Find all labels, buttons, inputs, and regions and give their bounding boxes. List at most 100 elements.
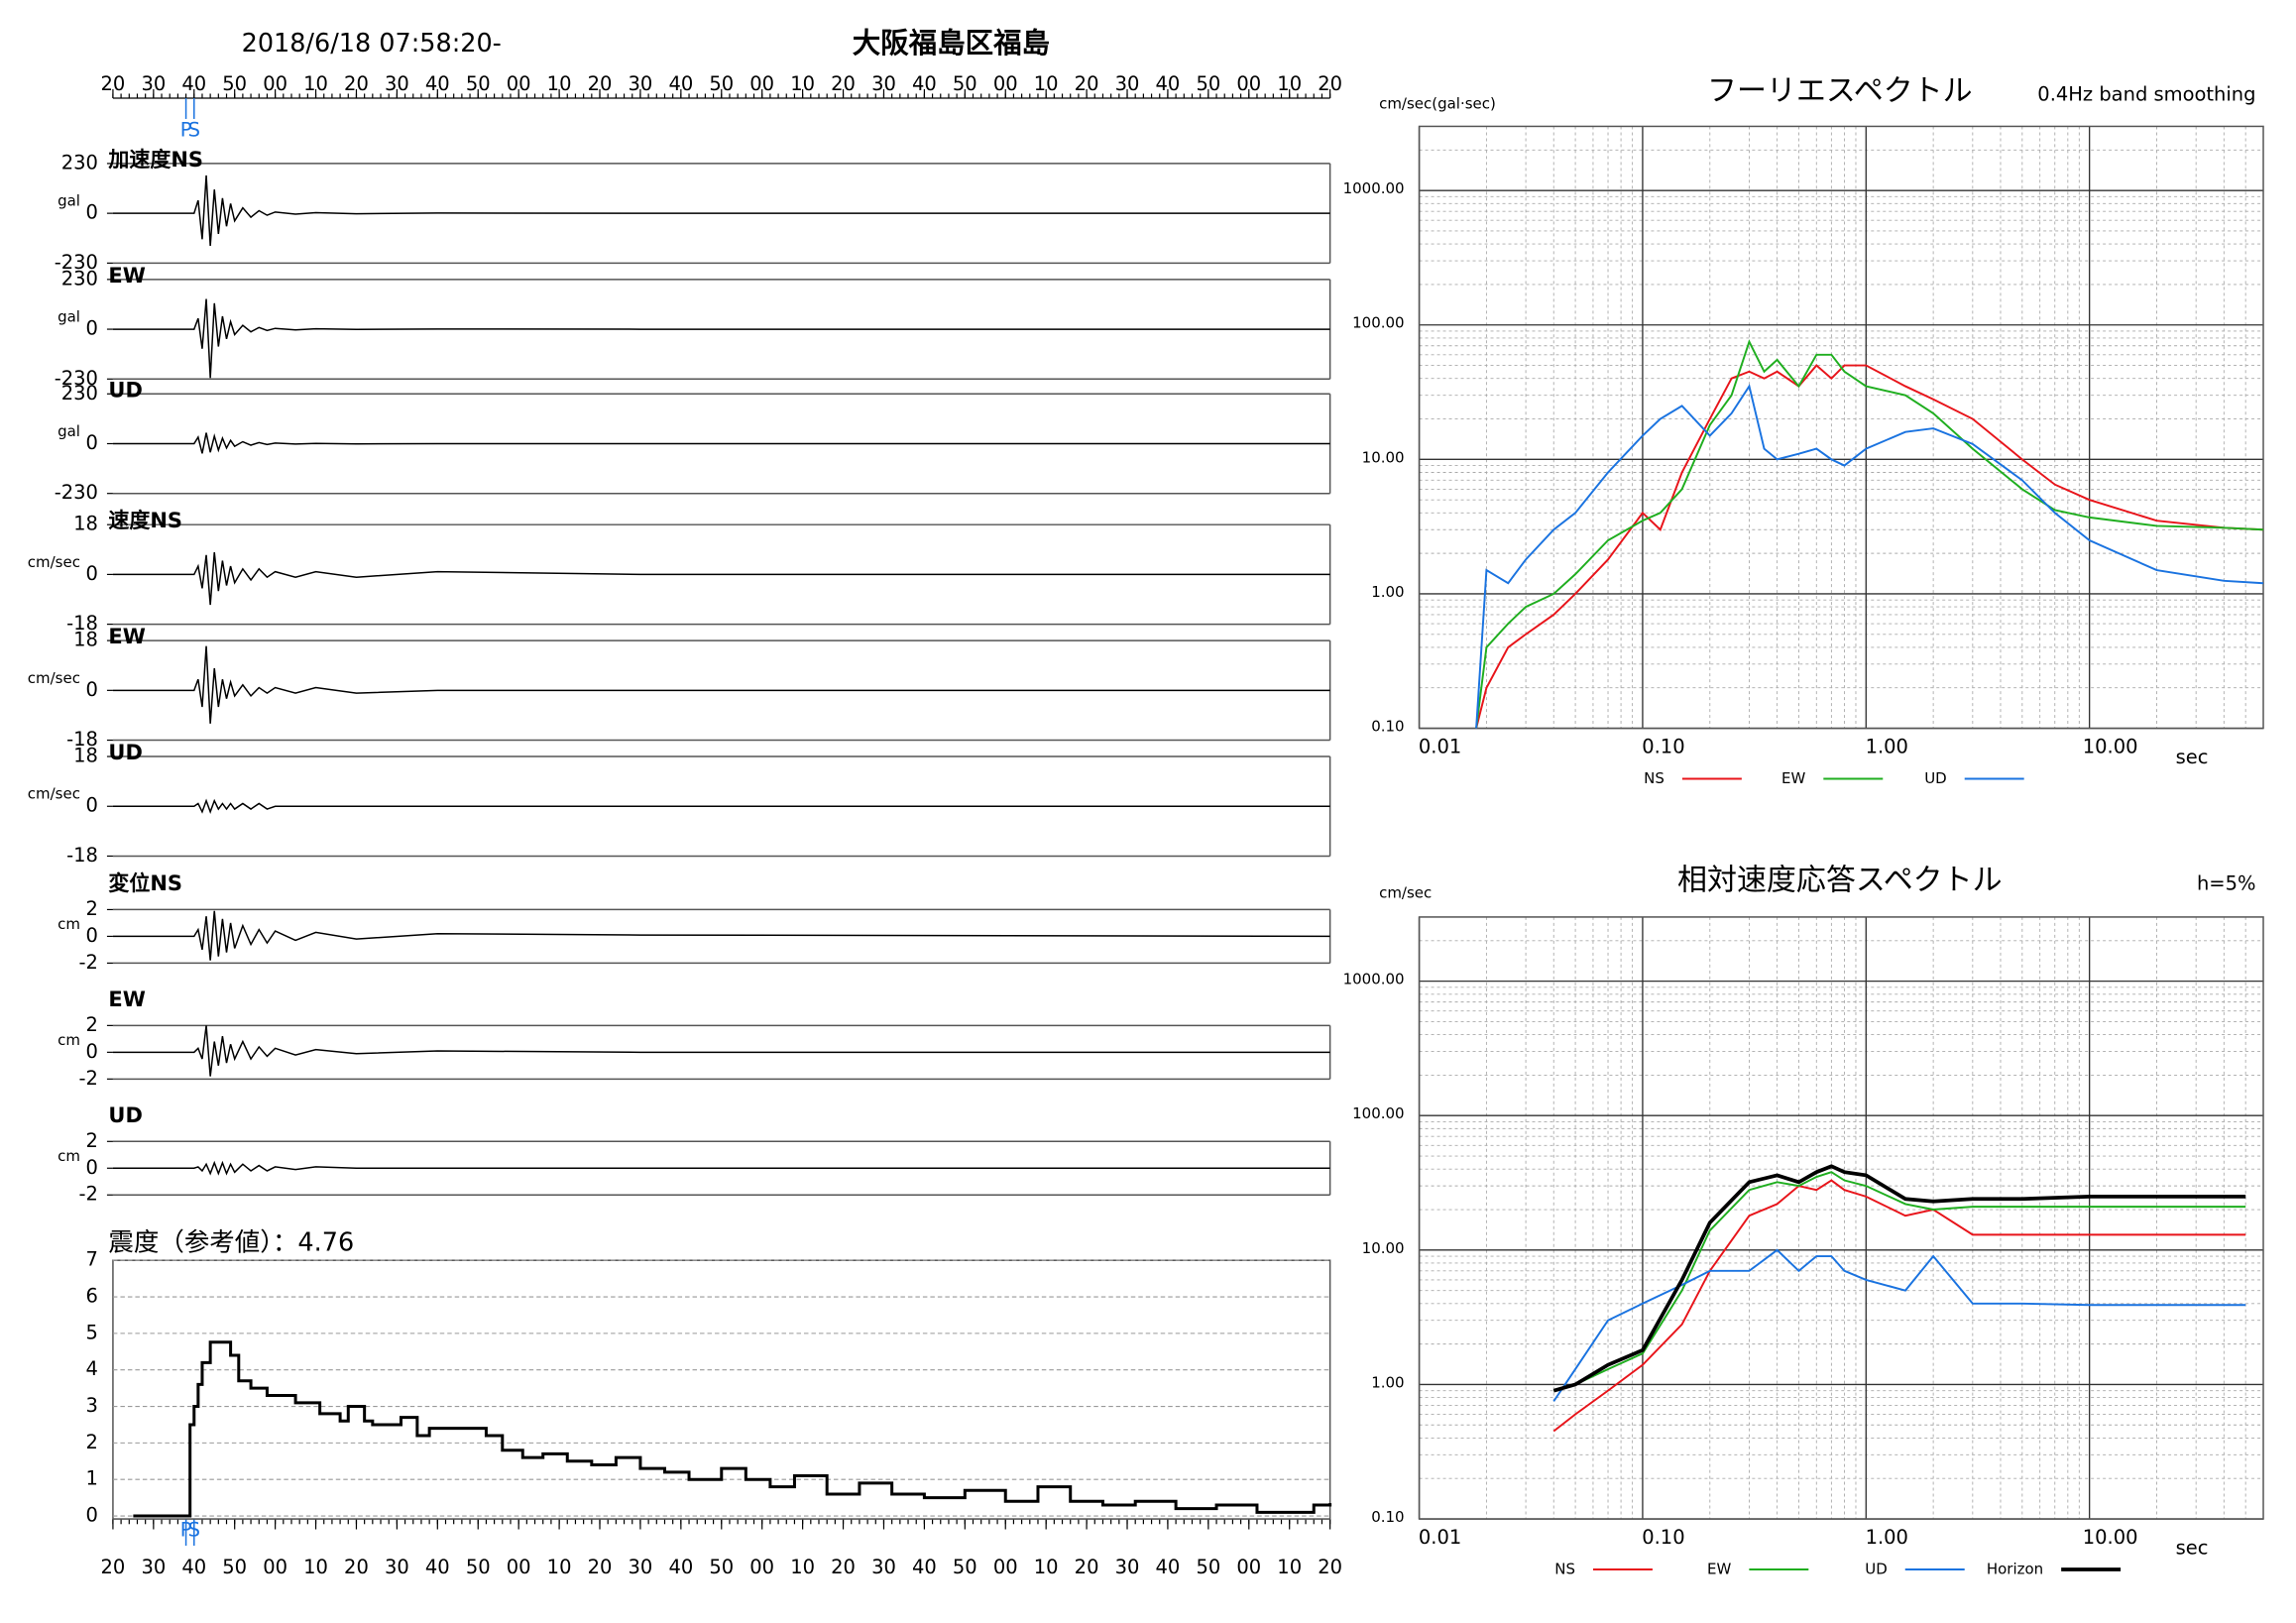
waveform xyxy=(112,174,1330,246)
x-tick-label: 30 xyxy=(141,1556,166,1578)
spectrum-line xyxy=(1552,1171,2246,1392)
spectrum-line xyxy=(1552,1248,2246,1402)
chart-subtitle: h=5% xyxy=(2197,871,2256,894)
y-tick-label: 18 xyxy=(73,745,98,767)
x-tick-label: 20 xyxy=(831,1556,856,1578)
y-tick-label: 5 xyxy=(86,1321,98,1343)
x-tick-label: 0.10 xyxy=(1642,1526,1684,1549)
x-tick-label: 0.01 xyxy=(1419,736,1461,758)
y-tick-label: 1000.00 xyxy=(1343,971,1405,988)
x-tick-label: 10 xyxy=(790,1556,815,1578)
spectrum-line xyxy=(1475,364,2264,729)
waveform xyxy=(112,645,1330,724)
y-tick-label: 2 xyxy=(86,897,98,920)
y-tick-label: -230 xyxy=(55,251,98,274)
phase-label: S xyxy=(188,1519,200,1542)
x-tick-label: 30 xyxy=(629,72,653,95)
frame xyxy=(112,1259,1331,1520)
x-tick-label: 10 xyxy=(547,1556,572,1578)
x-tick-label: 20 xyxy=(1318,1556,1342,1578)
y-tick-label: 1000.00 xyxy=(1343,179,1405,197)
x-tick-label: 10 xyxy=(1034,72,1059,95)
x-tick-label: 10 xyxy=(1034,1556,1059,1578)
spectrum-line xyxy=(1475,339,2264,729)
x-tick-label: 10.00 xyxy=(2083,736,2138,758)
legend-label: UD xyxy=(1865,1561,1888,1578)
y-tick-label: 0 xyxy=(86,1156,98,1179)
x-tick-label: 20 xyxy=(101,72,126,95)
x-tick-label: 00 xyxy=(993,72,1018,95)
y-tick-label: 1.00 xyxy=(1371,583,1404,601)
y-tick-label: 0 xyxy=(86,317,98,340)
y-tick-label: 0 xyxy=(86,562,98,585)
phase-label: S xyxy=(188,118,200,141)
phase-label: P xyxy=(180,118,192,141)
y-tick-label: 1.00 xyxy=(1371,1373,1404,1391)
y-tick-label: 0 xyxy=(86,678,98,701)
y-tick-label: 10.00 xyxy=(1362,448,1405,466)
chart-title: 相対速度応答スペクトル xyxy=(1677,863,2003,897)
intensity-title-text: 震度（参考値）： xyxy=(108,1228,297,1258)
x-tick-label: 0.01 xyxy=(1419,1526,1461,1549)
x-tick-label: 40 xyxy=(181,1556,206,1578)
trace-title: UD xyxy=(108,741,142,764)
y-tick-label: 18 xyxy=(73,629,98,651)
spectrum-line xyxy=(1552,1179,2246,1433)
y-tick-label: 4 xyxy=(86,1357,98,1380)
x-tick-label: 50 xyxy=(709,1556,734,1578)
x-axis-label: sec xyxy=(2176,1537,2209,1560)
x-tick-label: 00 xyxy=(749,1556,774,1578)
x-tick-label: 20 xyxy=(1318,72,1342,95)
trace-title: 速度NS xyxy=(108,509,182,532)
intensity-line xyxy=(133,1340,1332,1518)
y-tick-label: 3 xyxy=(86,1394,98,1417)
legend-label: NS xyxy=(1644,769,1665,787)
y-tick-label: 100.00 xyxy=(1352,314,1404,332)
y-unit: cm/sec xyxy=(28,553,80,571)
x-tick-label: 40 xyxy=(425,72,450,95)
x-tick-label: 10 xyxy=(790,72,815,95)
x-tick-label: 10 xyxy=(547,72,572,95)
y-tick-label: 0 xyxy=(86,1504,98,1527)
intensity-title: 震度（参考値）：4.76 xyxy=(108,1228,354,1258)
x-tick-label: 20 xyxy=(831,72,856,95)
y-tick-label: 0 xyxy=(86,1040,98,1063)
y-tick-label: 230 xyxy=(61,267,98,290)
x-tick-label: 20 xyxy=(588,72,613,95)
x-tick-label: 20 xyxy=(101,1556,126,1578)
x-tick-label: 30 xyxy=(385,72,409,95)
trace-title: EW xyxy=(108,987,145,1011)
plot-frame xyxy=(1418,125,2264,730)
x-tick-label: 30 xyxy=(871,1556,896,1578)
phase-label: P xyxy=(180,1519,192,1542)
y-axis-label: cm/sec xyxy=(1379,883,1432,901)
trace-title: UD xyxy=(108,378,142,402)
x-tick-label: 1.00 xyxy=(1866,736,1908,758)
y-unit: gal xyxy=(57,308,80,326)
y-tick-label: 2 xyxy=(86,1013,98,1036)
y-tick-label: 0.10 xyxy=(1371,1508,1404,1526)
x-tick-label: 1.00 xyxy=(1866,1526,1908,1549)
y-unit: cm/sec xyxy=(28,785,80,803)
x-tick-label: 00 xyxy=(263,1556,287,1578)
trace-title: EW xyxy=(108,625,145,648)
legend-label: EW xyxy=(1781,769,1805,787)
x-tick-label: 50 xyxy=(466,1556,491,1578)
x-tick-label: 0.10 xyxy=(1642,736,1684,758)
x-tick-label: 50 xyxy=(1196,72,1220,95)
y-unit: cm xyxy=(57,1031,80,1049)
trace-title: EW xyxy=(108,264,145,288)
y-tick-label: 2 xyxy=(86,1431,98,1453)
y-unit: gal xyxy=(57,422,80,440)
x-tick-label: 20 xyxy=(588,1556,613,1578)
x-tick-label: 40 xyxy=(1156,72,1181,95)
chart-subtitle: 0.4Hz band smoothing xyxy=(2037,82,2255,105)
x-tick-label: 00 xyxy=(749,72,774,95)
y-unit: cm xyxy=(57,1147,80,1165)
x-tick-label: 40 xyxy=(1156,1556,1181,1578)
plot-frame xyxy=(1418,916,2264,1520)
y-tick-label: 1 xyxy=(86,1467,98,1490)
spectrum-line xyxy=(1475,384,2264,729)
